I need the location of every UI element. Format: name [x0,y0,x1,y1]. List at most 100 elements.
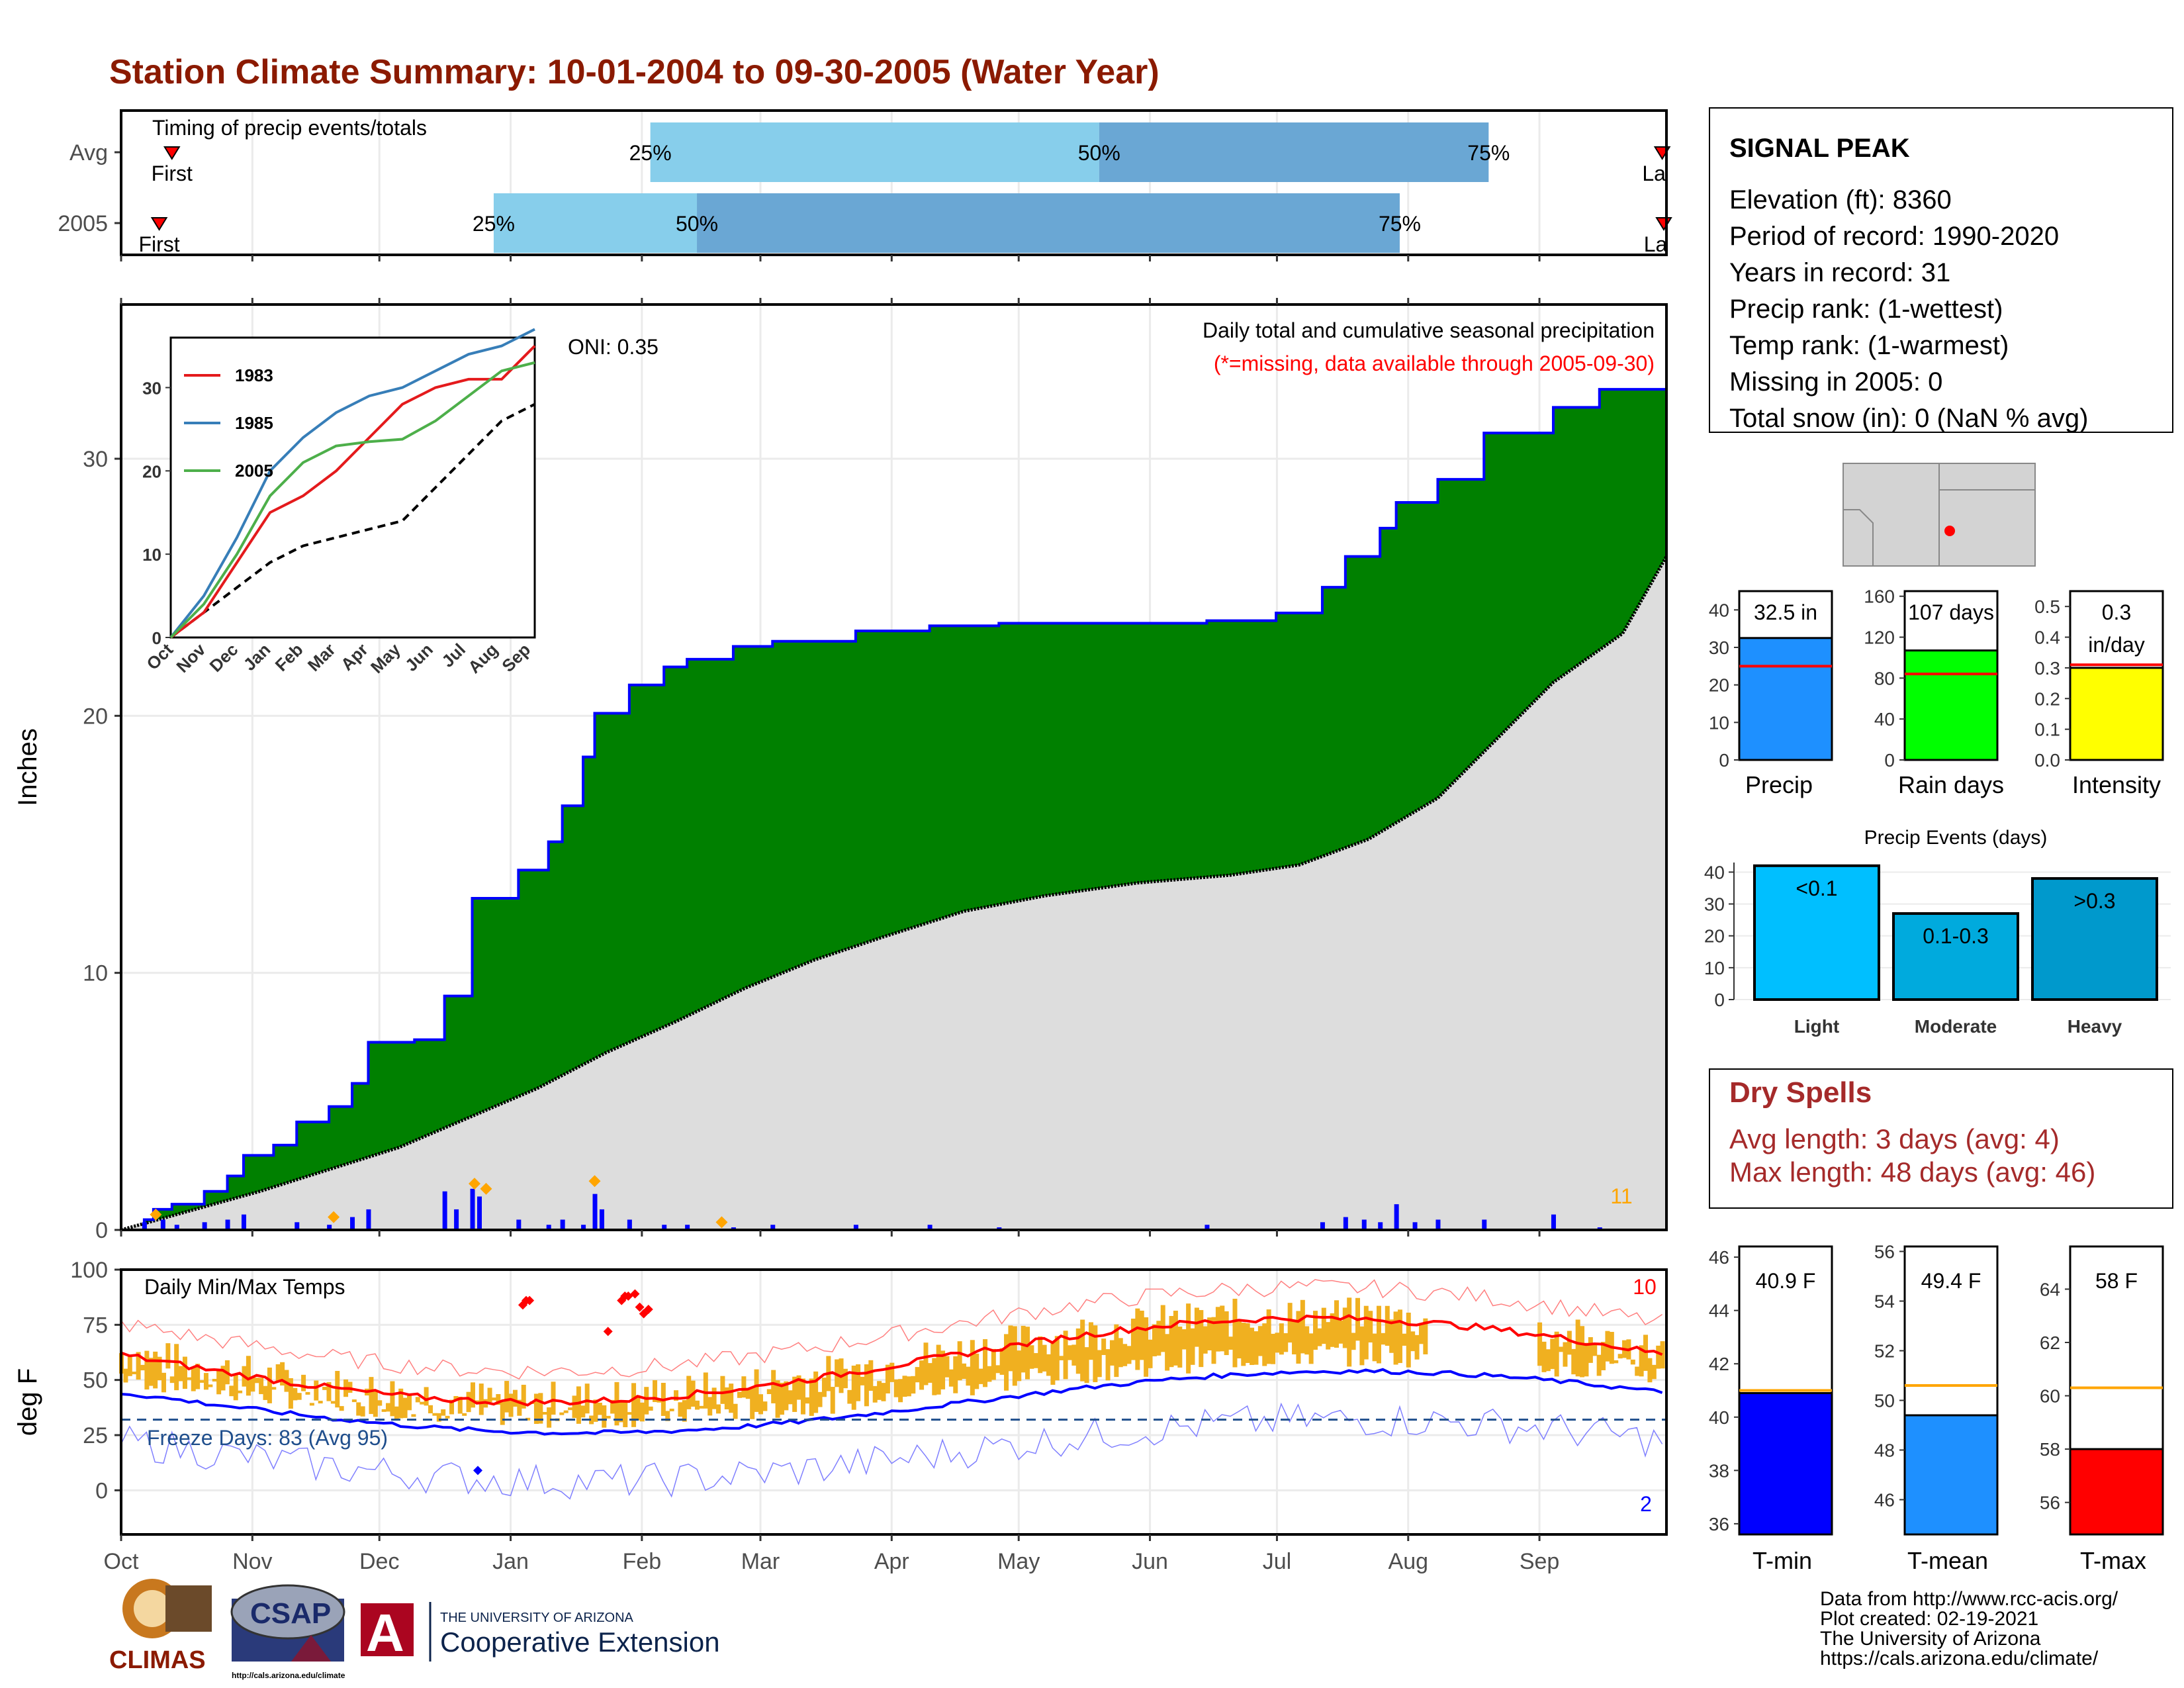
daily-precip-bar [685,1225,690,1230]
daily-temp-range-bar [750,1387,755,1419]
event-bar-label: <0.1 [1796,876,1837,900]
daily-temp-range-bar [1580,1326,1585,1378]
summary-tick-label: 40 [1709,600,1729,620]
daily-temp-range-bar [1321,1307,1326,1344]
daily-temp-range-bar [1156,1321,1161,1356]
station-line: Elevation (ft): 8360 [1729,185,1952,214]
daily-temp-range-bar [153,1351,158,1389]
temp-title: Daily Min/Max Temps [144,1275,345,1299]
timing-pct-label: 75% [1467,141,1510,165]
daily-temp-range-bar [1630,1359,1635,1365]
daily-temp-range-bar [1266,1309,1271,1364]
daily-temp-range-bar [512,1389,518,1407]
daily-temp-range-bar [893,1379,899,1397]
daily-temp-range-bar [1326,1322,1331,1350]
daily-temp-range-bar [377,1400,383,1406]
daily-temp-range-bar [974,1353,979,1389]
daily-temp-range-bar [475,1400,480,1403]
daily-temp-range-bar [466,1391,471,1413]
inset-y-tick-label: 20 [142,461,161,481]
daily-temp-range-bar [1414,1335,1420,1360]
record-low-count: 2 [1640,1492,1652,1516]
daily-precip-bar [1320,1222,1325,1230]
daily-temp-range-bar [995,1365,1001,1374]
daily-temp-range-bar [682,1400,687,1422]
daily-temp-range-bar [1152,1324,1157,1356]
daily-temp-range-bar [1376,1305,1381,1364]
temp-summary-tick-label: 52 [1874,1341,1895,1362]
daily-temp-range-bar [301,1374,306,1391]
daily-temp-range-bar [657,1399,662,1403]
daily-temp-range-bar [1004,1334,1009,1391]
daily-temp-range-bar [157,1356,162,1381]
inset-series-1985 [169,328,535,639]
summary-value-label: 107 days [1908,600,1994,624]
daily-temp-range-bar [860,1376,865,1385]
daily-precip-bar [241,1214,246,1230]
summary-tick-label: 0 [1884,750,1895,771]
first-event-marker [163,146,181,160]
daily-temp-range-bar [1300,1299,1305,1354]
inset-panel: 1983198520050102030OctNovDecJanFebMarApr… [142,328,536,677]
daily-temp-range-bar [635,1395,641,1421]
ua-name: THE UNIVERSITY OF ARIZONA [440,1611,634,1625]
station-line: Missing in 2005: 0 [1729,367,1942,397]
daily-temp-range-bar [1283,1333,1289,1352]
daily-temp-range-bar [580,1405,586,1418]
precip-y-tick-label: 30 [83,447,108,472]
events-tick-label: 0 [1714,990,1725,1010]
daily-temp-range-bar [724,1387,729,1410]
daily-temp-range-bar [1135,1308,1140,1370]
daily-temp-range-bar [1054,1336,1060,1381]
daily-temp-range-bar [784,1381,789,1411]
daily-temp-range-bar [1541,1341,1547,1372]
temp-y-tick-label: 100 [70,1258,108,1283]
university-logo: A THE UNIVERSITY OF ARIZONA Cooperative … [361,1602,720,1662]
precip-title: Daily total and cumulative seasonal prec… [1203,318,1655,342]
summary-value-unit: in/day [2088,633,2144,657]
daily-precip-bar [295,1222,300,1230]
daily-temp-range-bar [771,1370,776,1403]
daily-temp-range-bar [1224,1311,1229,1356]
daily-temp-range-bar [602,1405,607,1428]
daily-temp-range-bar [174,1344,179,1391]
daily-temp-range-bar [369,1377,374,1415]
summary-tick-label: 80 [1874,668,1895,688]
daily-temp-range-bar [1075,1328,1081,1374]
daily-temp-range-bar [665,1411,670,1421]
daily-temp-range-bar [576,1386,581,1424]
large-event-marker [328,1211,340,1223]
daily-temp-range-bar [322,1386,328,1390]
large-event-marker [469,1178,481,1190]
daily-temp-range-bar [339,1406,344,1411]
daily-temp-range-bar [678,1402,683,1417]
daily-temp-range-bar [521,1384,526,1409]
summary-tick-label: 10 [1709,712,1729,733]
daily-temp-range-bar [1101,1338,1107,1355]
daily-temp-range-bar [716,1404,721,1414]
daily-temp-range-bar [983,1339,988,1387]
daily-temp-range-bar [686,1376,692,1409]
daily-temp-range-bar [729,1383,734,1413]
daily-temp-range-bar [699,1405,704,1409]
first-event-marker [150,217,168,231]
inset-y-tick-label: 0 [152,628,161,648]
temp-panel: 0 25 50 75 100 deg F Daily Min/Max Temps Freeze… [13,1258,1797,1574]
daily-temp-range-bar [356,1402,361,1416]
event-category-label: Heavy [2068,1016,2122,1037]
daily-temp-range-bar [1275,1333,1280,1353]
daily-temp-range-bar [1351,1333,1356,1350]
daily-temp-range-bar [1567,1331,1572,1355]
month-tick-label: Sep [1520,1549,1560,1574]
daily-temp-range-bar [280,1362,285,1386]
daily-temp-range-bar [962,1363,967,1380]
events-tick-label: 20 [1704,926,1725,947]
daily-temp-range-bar [856,1364,861,1401]
daily-temp-range-bar [711,1387,717,1409]
daily-temp-range-bar [1660,1341,1665,1369]
timing-bar-early [493,193,698,253]
daily-temp-range-bar [441,1409,446,1416]
daily-temp-range-bar [551,1382,556,1415]
daily-temp-range-bar [809,1378,814,1416]
daily-temp-range-bar [915,1367,920,1383]
